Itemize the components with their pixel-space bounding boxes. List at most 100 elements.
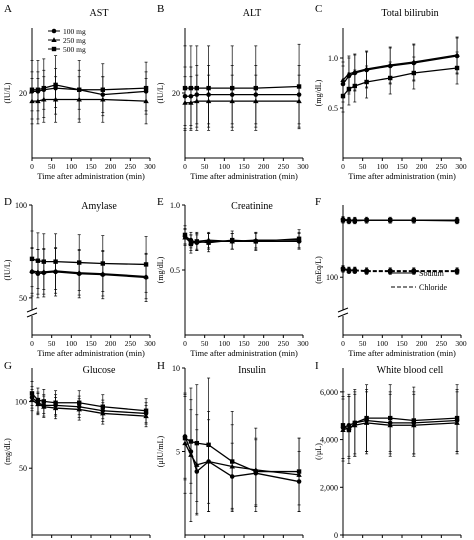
marker-square [388,217,393,223]
series-1 [340,391,460,462]
marker-square [194,440,199,446]
y-tick-label: 50 [19,294,27,303]
series-line [184,436,300,483]
axis-break-gap [28,310,36,316]
marker-square [29,391,35,396]
panel-title: Amylase [81,201,117,212]
x-tick-label: 300 [297,339,309,348]
series-0 [29,247,149,302]
marker-square [352,268,357,273]
marker-square [411,70,416,76]
panel-e: E Creatinine 0.5 1.0 0 50 100 150 200 250 300Time … [156,196,309,358]
series-3 [340,266,460,275]
y-axis-label: (/μL) [314,443,323,460]
marker-square [206,442,211,448]
marker-square [454,65,460,71]
marker-square [41,259,46,264]
x-tick-label: 200 [416,339,428,348]
x-tick-label: 50 [48,339,56,348]
x-tick-label: 250 [125,162,137,171]
legend-label: 250 mg [63,36,86,45]
y-tick-label: 4,000 [320,436,338,445]
x-tick-label: 150 [396,162,408,171]
panel-title: Total bilirubin [381,8,438,19]
marker-square [194,239,199,244]
marker-square [100,261,105,266]
x-tick-label: 100 [66,162,78,171]
x-axis-label: Time after administration (min) [348,171,456,181]
x-tick-label: 100 [219,162,231,171]
series-0 [182,65,302,126]
marker-square [411,217,416,223]
series-2 [182,377,302,512]
y-axis-label: (mg/dL) [156,256,165,283]
marker-square [340,217,346,223]
x-axis-label: Time after administration (min) [190,171,298,181]
x-tick-label: 50 [201,162,209,171]
marker-square [77,400,82,405]
marker-square [188,85,194,91]
x-axis-label: Time after administration (min) [37,171,145,181]
y-axis-label: (mg/dL) [3,438,12,465]
x-tick-label: 0 [30,162,34,171]
x-tick-label: 0 [183,339,187,348]
marker-square [454,415,460,421]
y-axis-label: (IU/L) [3,259,12,280]
x-tick-label: 0 [341,162,345,171]
y-tick-label: 20 [19,89,27,98]
marker-square [352,218,357,224]
legend-label: 100 mg [63,27,86,36]
panel-letter: C [315,3,322,15]
series-1 [182,387,302,522]
panel-letter: A [4,3,12,15]
x-axis-label: Time after administration (min) [37,348,145,358]
series-line [342,422,458,431]
marker-square [53,400,58,405]
x-tick-label: 50 [359,162,367,171]
marker-square [230,85,235,91]
x-tick-label: 200 [105,162,117,171]
marker-square [340,267,346,272]
marker-square [364,217,369,223]
marker-square [352,83,357,89]
series-2 [29,230,149,293]
marker-square [352,420,357,426]
x-tick-label: 150 [85,339,97,348]
x-tick-label: 0 [183,162,187,171]
marker-square [346,86,352,92]
panel-title: Insulin [238,365,266,376]
x-tick-label: 300 [144,339,156,348]
x-tick-label: 150 [238,162,250,171]
y-axis-label: (mg/dL) [314,79,323,106]
x-tick-label: 250 [436,339,448,348]
series-1 [29,76,149,125]
panel-letter: E [157,196,164,208]
x-tick-label: 100 [377,339,389,348]
x-tick-label: 100 [377,162,389,171]
marker-square [340,93,346,99]
marker-triangle [340,77,346,82]
marker-square [100,404,105,409]
series-line [32,98,147,102]
y-tick-label: 2,000 [320,483,338,492]
series-line [184,234,300,245]
marker-square [194,85,199,91]
legend-label: Sodium [419,269,445,278]
y-tick-label: 1.0 [328,54,338,63]
axis-break-mark [337,307,349,318]
marker-square [143,262,149,267]
x-tick-label: 250 [278,339,290,348]
x-tick-label: 300 [455,162,467,171]
series-2 [340,51,460,113]
x-tick-label: 150 [85,162,97,171]
panel-c: C Total bilirubin 0.5 1.0 0 50 100 150 200 250 300… [314,3,467,181]
x-tick-label: 300 [297,162,309,171]
panel-title: Glucose [83,365,116,376]
x-tick-label: 300 [144,162,156,171]
x-tick-label: 250 [125,339,137,348]
y-tick-label: 1.0 [170,201,180,210]
marker-square [77,87,82,92]
